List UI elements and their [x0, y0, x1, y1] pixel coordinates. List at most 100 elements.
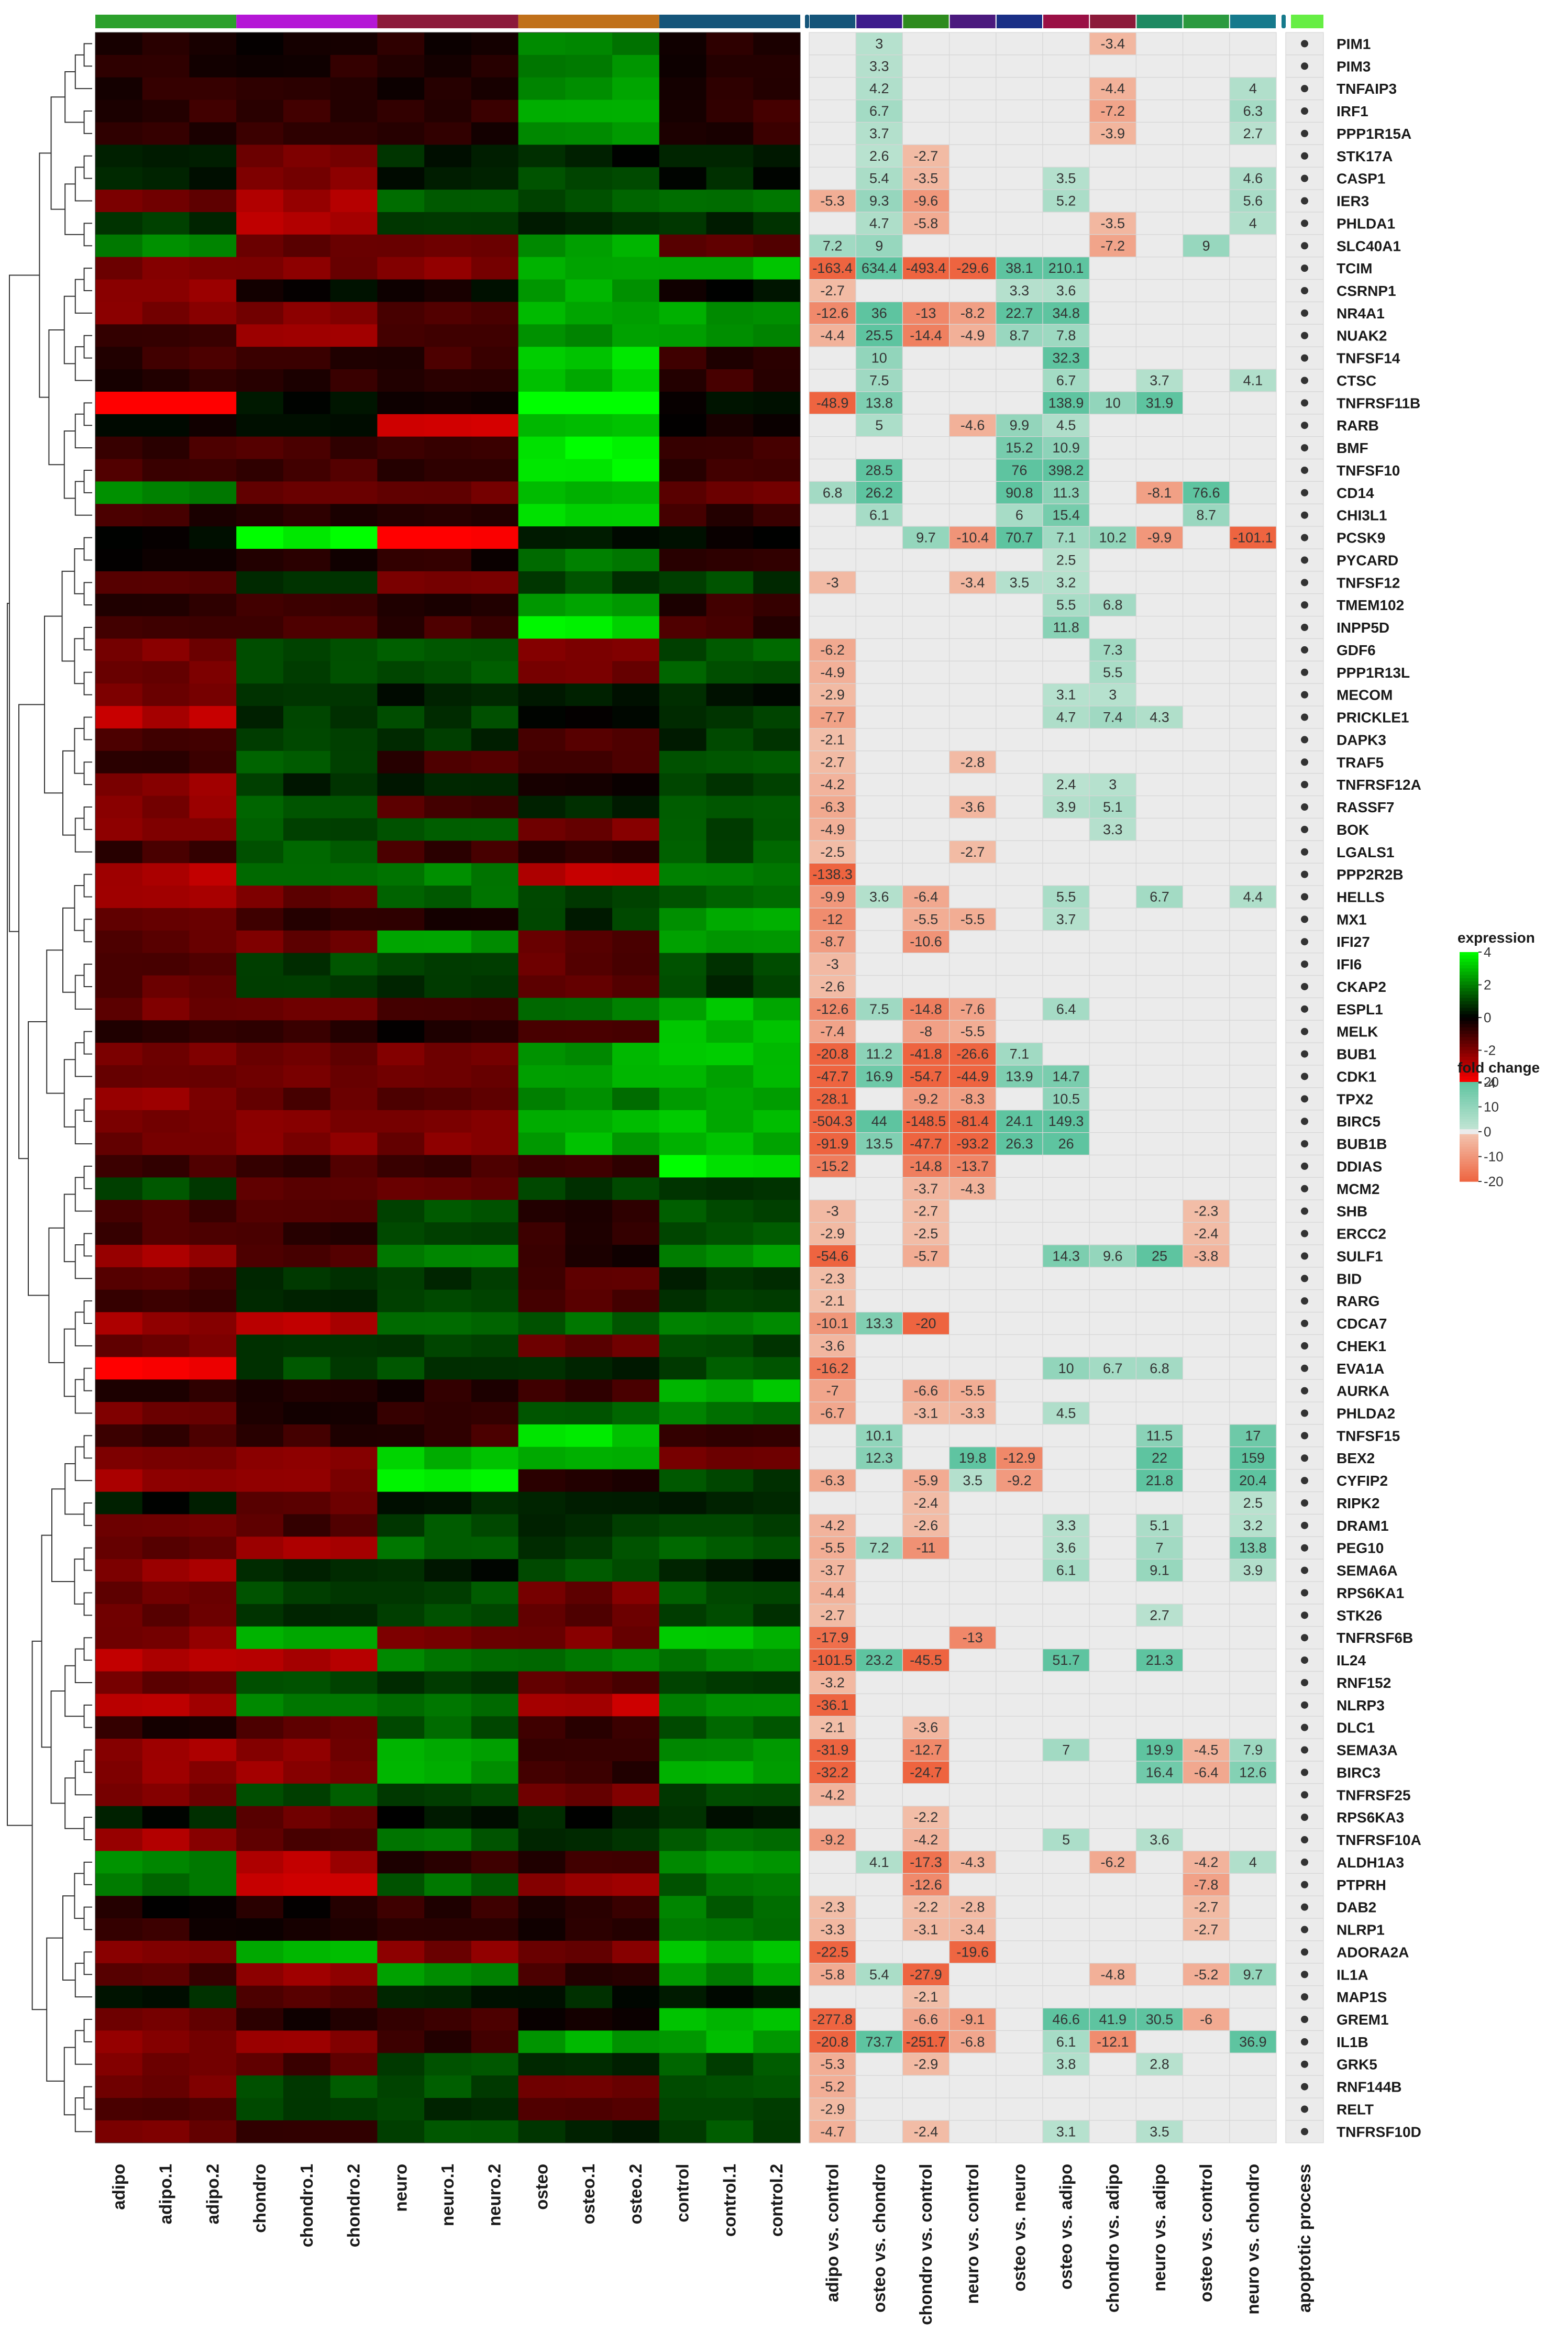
expression-cell [236, 728, 284, 751]
expression-cell [753, 908, 801, 931]
fold-change-label: 14.7 [1052, 1068, 1080, 1084]
fold-change-label: 7.3 [1103, 642, 1123, 658]
expression-cell [189, 863, 237, 886]
expression-cell [753, 1985, 801, 2009]
expression-cell [142, 54, 190, 78]
gene-label: MCM2 [1337, 1181, 1379, 1197]
fold-change-cell [809, 1940, 856, 1964]
expression-cell [377, 2053, 425, 2076]
fold-change-label: 9.7 [916, 530, 936, 546]
fold-change-cell [1135, 1334, 1184, 1357]
fold-change-cell [948, 526, 997, 549]
expression-cell [142, 100, 190, 123]
fold-change-cell [1229, 908, 1277, 931]
fold-change-cell [996, 1087, 1043, 1111]
gene-label: PCSK9 [1337, 530, 1385, 546]
fold-change-cell [1229, 279, 1277, 303]
fold-change-cell [996, 795, 1043, 819]
expression-cell [659, 773, 707, 797]
fold-change-cell [1135, 1895, 1184, 1919]
fold-change-cell [809, 100, 856, 123]
fold-change-cell [1042, 346, 1090, 370]
expression-cell [95, 1244, 143, 1268]
expression-cell [659, 2075, 707, 2098]
dendrogram-branch [83, 1502, 92, 1526]
expression-cell [659, 436, 707, 460]
fold-change-cell [1135, 346, 1184, 370]
expression-cell [377, 930, 425, 954]
expression-cell [518, 706, 566, 729]
fold-change-label: 7.1 [1056, 530, 1076, 546]
expression-cell [471, 549, 519, 572]
expression-cell [330, 369, 378, 392]
expression-cell [424, 1985, 472, 2009]
fold-change-cell [1089, 1693, 1136, 1717]
expression-cell [424, 1918, 472, 1941]
fold-change-label: 25 [1152, 1248, 1167, 1264]
expression-cell [377, 32, 425, 56]
fold-change-cell [855, 1513, 903, 1537]
fold-change-label: 11.8 [1053, 620, 1079, 635]
dendrogram-branch [83, 671, 92, 695]
fold-change-cell [1183, 2052, 1230, 2076]
fold-change-legend-step [1460, 1156, 1478, 1159]
fold-change-cell [1229, 1311, 1277, 1335]
fold-change-cell [1089, 1738, 1136, 1762]
fold-change-cell [1135, 683, 1184, 706]
fold-change-cell [996, 257, 1043, 280]
expression-cell [471, 279, 519, 303]
fold-change-cell [1229, 234, 1277, 258]
expression-cell [753, 122, 801, 145]
dendrogram-branch [83, 919, 92, 943]
expression-cell [471, 1222, 519, 1245]
fold-change-cell [855, 2007, 903, 2031]
sample-label: neuro [391, 2164, 410, 2212]
expression-cell [283, 1761, 331, 1784]
expression-cell [377, 257, 425, 280]
expression-cell [753, 1783, 801, 1807]
fold-change-cell [1229, 32, 1277, 56]
expression-cell [471, 2098, 519, 2121]
expression-cell [424, 2075, 472, 2098]
fold-change-cell [1089, 863, 1136, 886]
expression-cell [471, 1559, 519, 1582]
fold-change-cell [809, 458, 856, 482]
expression-cell [330, 841, 378, 864]
fold-change-label: 6.8 [1150, 1361, 1169, 1376]
fold-change-label: 6.3 [1243, 103, 1263, 119]
fold-change-cell [1089, 1222, 1136, 1245]
expression-cell [377, 122, 425, 145]
dendrogram-branch [28, 1021, 49, 1296]
expression-cell [189, 661, 237, 684]
fold-change-cell [948, 324, 997, 347]
fold-change-cell [1229, 1649, 1277, 1672]
annotation-dot [1301, 287, 1308, 295]
expression-cell [753, 795, 801, 819]
expression-cell [518, 773, 566, 797]
expression-cell [236, 1626, 284, 1650]
expression-cell [95, 818, 143, 841]
fold-change-cell [1135, 840, 1184, 864]
expression-cell [189, 77, 237, 101]
expression-cell [706, 616, 754, 639]
fold-change-cell [948, 481, 997, 504]
expression-cell [283, 1985, 331, 2009]
expression-cell [518, 1559, 566, 1582]
fold-change-cell [1183, 1042, 1230, 1066]
fold-change-cell [1183, 1513, 1230, 1537]
expression-cell [189, 1559, 237, 1582]
expression-cell [471, 593, 519, 617]
fold-change-cell [1229, 863, 1277, 886]
expression-cell [565, 391, 613, 415]
annotation-dot [1301, 870, 1308, 878]
dendrogram-branch [64, 183, 84, 235]
expression-cell [612, 77, 660, 101]
fold-change-legend-step [1460, 1102, 1478, 1105]
fold-change-label: 12.6 [1239, 1764, 1267, 1780]
expression-cell [142, 1806, 190, 1829]
fold-change-label: 5.4 [869, 1966, 889, 1982]
expression-cell [95, 773, 143, 797]
fold-change-label: -20 [915, 1316, 936, 1331]
fold-change-cell [948, 1559, 997, 1582]
expression-cell [236, 1469, 284, 1493]
